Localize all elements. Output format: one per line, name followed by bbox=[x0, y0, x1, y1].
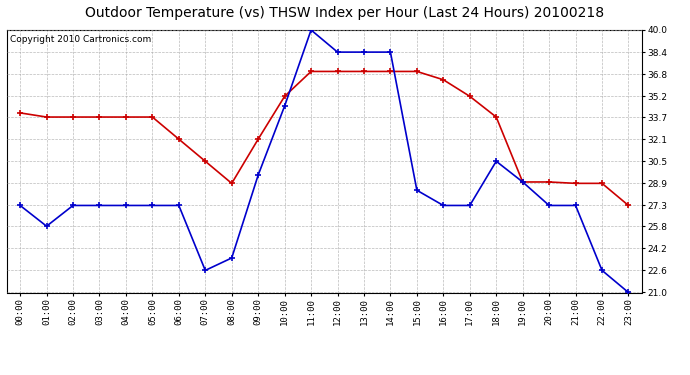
Text: Outdoor Temperature (vs) THSW Index per Hour (Last 24 Hours) 20100218: Outdoor Temperature (vs) THSW Index per … bbox=[86, 6, 604, 20]
Text: Copyright 2010 Cartronics.com: Copyright 2010 Cartronics.com bbox=[10, 35, 151, 44]
